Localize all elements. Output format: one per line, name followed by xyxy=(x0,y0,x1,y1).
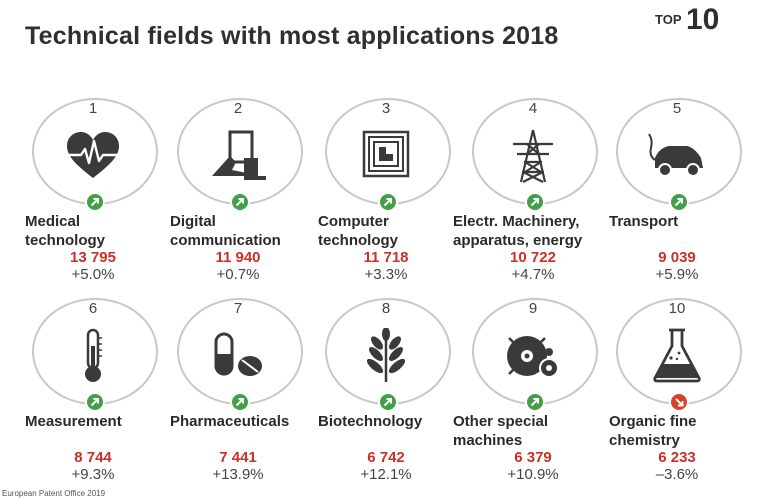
applications-value: 11 718 xyxy=(363,249,409,266)
field-label-line: Biotechnology xyxy=(318,413,423,430)
field-label: Organic fine chemistry xyxy=(609,412,759,450)
rank-number: 8 xyxy=(381,300,391,317)
trend-up-icon xyxy=(378,392,398,412)
field-label: Other special machines xyxy=(453,412,603,450)
field-item-6: 6 Measurement 8 744 +9.3% xyxy=(25,298,175,493)
trend-up-icon xyxy=(85,192,105,212)
field-item-2: 2 Digital communication 11 940 +0.7% xyxy=(170,98,320,293)
trend-up-icon xyxy=(525,192,545,212)
change-percent: –3.6% xyxy=(655,466,699,483)
icon-circle xyxy=(177,298,303,405)
rank-number: 7 xyxy=(233,300,243,317)
rank-number: 5 xyxy=(672,100,682,117)
applications-value: 6 742 xyxy=(367,449,405,466)
trend-up-icon xyxy=(669,192,689,212)
thermometer-icon xyxy=(63,328,123,384)
field-item-3: 3 Computer technology 11 718 +3.3% xyxy=(318,98,468,293)
field-label: Transport xyxy=(609,212,759,231)
field-label-line: apparatus, energy xyxy=(453,232,583,249)
applications-value: 9 039 xyxy=(658,249,696,266)
field-label-line: Electr. Machinery, xyxy=(453,213,580,230)
field-label-line: technology xyxy=(318,232,399,249)
applications-value: 11 940 xyxy=(215,249,261,266)
trend-up-icon xyxy=(230,192,250,212)
field-label: Measurement xyxy=(25,412,175,431)
field-label-line: Medical xyxy=(25,213,81,230)
applications-value: 13 795 xyxy=(70,249,116,266)
change-percent: +0.7% xyxy=(216,266,260,283)
change-percent: +3.3% xyxy=(364,266,408,283)
icon-circle xyxy=(616,298,742,405)
applications-value: 6 379 xyxy=(514,449,552,466)
field-label-line: communication xyxy=(170,232,281,249)
rank-number: 10 xyxy=(668,300,686,317)
field-item-8: 8 Biotechnology 6 742 +12.1% xyxy=(318,298,468,493)
trend-up-icon xyxy=(230,392,250,412)
trend-up-icon xyxy=(378,192,398,212)
rank-number: 6 xyxy=(88,300,98,317)
rank-number: 9 xyxy=(528,300,538,317)
field-label: Electr. Machinery, apparatus, energy xyxy=(453,212,603,250)
change-percent: +10.9% xyxy=(507,466,559,483)
badge-number: 10 xyxy=(686,3,720,36)
plant-icon xyxy=(356,327,416,384)
change-percent: +5.9% xyxy=(655,266,699,283)
badge-top-text: TOP xyxy=(655,12,682,27)
field-label-line: Pharmaceuticals xyxy=(170,413,290,430)
electric-car-icon xyxy=(647,128,707,184)
flask-icon xyxy=(647,328,707,384)
change-percent: +9.3% xyxy=(71,466,115,483)
icon-circle xyxy=(472,98,598,205)
field-label-line: Digital xyxy=(170,213,216,230)
field-item-9: 9 Other special machines 6 379 +10.9% xyxy=(453,298,615,493)
trend-down-icon xyxy=(669,392,689,412)
field-label-line: chemistry xyxy=(609,432,680,449)
field-label-line: Transport xyxy=(609,213,679,230)
source-footer: European Patent Office 2019 xyxy=(2,489,106,498)
field-item-5: 5 Transport 9 039 +5.9% xyxy=(609,98,759,293)
field-label: Computer technology xyxy=(318,212,468,250)
chip-icon xyxy=(356,128,416,184)
field-item-7: 7 Pharmaceuticals 7 441 +13.9% xyxy=(170,298,320,493)
field-label: Medical technology xyxy=(25,212,175,250)
applications-value: 8 744 xyxy=(74,449,112,466)
field-item-10: 10 Organic fine chemistry 6 233 –3.6% xyxy=(609,298,759,493)
field-label-line: Other special xyxy=(453,413,549,430)
rank-number: 2 xyxy=(233,100,243,117)
applications-value: 6 233 xyxy=(658,449,696,466)
change-percent: +13.9% xyxy=(212,466,264,483)
change-percent: +5.0% xyxy=(71,266,115,283)
applications-value: 10 722 xyxy=(510,249,556,266)
rank-number: 4 xyxy=(528,100,538,117)
saw-blade-icon xyxy=(503,328,563,384)
change-percent: +4.7% xyxy=(511,266,555,283)
field-item-1: 1 Medical technology 13 795 +5.0% xyxy=(25,98,175,293)
field-item-4: 4 Electr. Machinery, apparatus, energy 10 7… xyxy=(453,98,615,293)
heart-pulse-icon xyxy=(63,128,123,184)
field-label-line: Measurement xyxy=(25,413,122,430)
power-pylon-icon xyxy=(503,128,563,184)
field-label: Biotechnology xyxy=(318,412,468,431)
change-percent: +12.1% xyxy=(360,466,412,483)
field-label-line: technology xyxy=(25,232,106,249)
trend-up-icon xyxy=(525,392,545,412)
field-label: Digital communication xyxy=(170,212,320,250)
field-label-line: Organic fine xyxy=(609,413,697,430)
icon-circle xyxy=(325,298,451,405)
field-label-line: machines xyxy=(453,432,523,449)
field-label-line: Computer xyxy=(318,213,389,230)
rank-number: 1 xyxy=(88,100,98,117)
page-title: Technical fields with most applications … xyxy=(25,22,559,50)
field-label: Pharmaceuticals xyxy=(170,412,320,431)
tablet-hand-icon xyxy=(208,128,268,184)
trend-up-icon xyxy=(85,392,105,412)
rank-number: 3 xyxy=(381,100,391,117)
pills-icon xyxy=(208,328,268,384)
applications-value: 7 441 xyxy=(219,449,257,466)
